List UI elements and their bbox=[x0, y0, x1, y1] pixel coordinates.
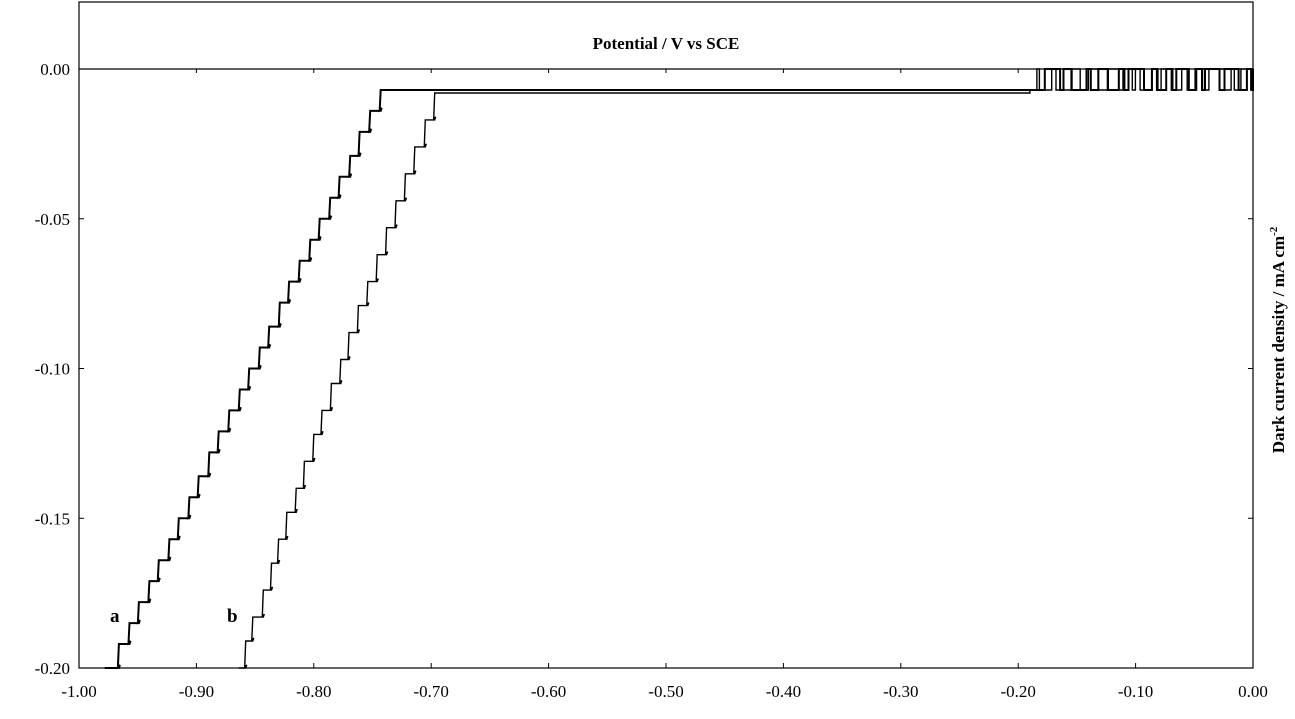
series-line-a bbox=[104, 68, 1254, 670]
x-tick-label: -0.60 bbox=[531, 682, 566, 701]
y-tick-label: -0.15 bbox=[35, 509, 70, 528]
series-layer bbox=[104, 68, 1254, 670]
x-tick-label: -0.90 bbox=[179, 682, 214, 701]
x-tick-label: -0.40 bbox=[766, 682, 801, 701]
x-tick-label: -1.00 bbox=[61, 682, 96, 701]
x-tick-label: -0.20 bbox=[1000, 682, 1035, 701]
x-axis-title: Potential / V vs SCE bbox=[593, 34, 740, 53]
x-tick-label: -0.70 bbox=[413, 682, 448, 701]
y-tick-label: -0.10 bbox=[35, 360, 70, 379]
x-tick-label: -0.50 bbox=[648, 682, 683, 701]
x-tick-label: -0.30 bbox=[883, 682, 918, 701]
x-tick-label: -0.10 bbox=[1118, 682, 1153, 701]
y-tick-label: -0.05 bbox=[35, 210, 70, 229]
x-tick-label: 0.00 bbox=[1238, 682, 1268, 701]
plot-frame bbox=[78, 1, 1254, 669]
y-axis-title-superscript: -2 bbox=[1268, 226, 1280, 236]
series-line-b bbox=[238, 68, 1254, 669]
y-axis-title: Dark current density / mA cm-2 bbox=[1268, 226, 1288, 453]
y-tick-label: -0.20 bbox=[35, 659, 70, 678]
y-ticks: 0.00 -0.05 -0.10 -0.15 -0.20 bbox=[35, 60, 1253, 678]
y-tick-label: 0.00 bbox=[40, 60, 70, 79]
x-ticks: -1.00 -0.90 -0.80 -0.70 -0.60 -0.50 -0.40 -0.30… bbox=[61, 69, 1268, 701]
x-tick-label: -0.80 bbox=[296, 682, 331, 701]
curve-label-a: a bbox=[110, 606, 120, 627]
y-axis-title-text: Dark current density / mA cm bbox=[1269, 236, 1288, 453]
curve-label-b: b bbox=[227, 606, 238, 627]
